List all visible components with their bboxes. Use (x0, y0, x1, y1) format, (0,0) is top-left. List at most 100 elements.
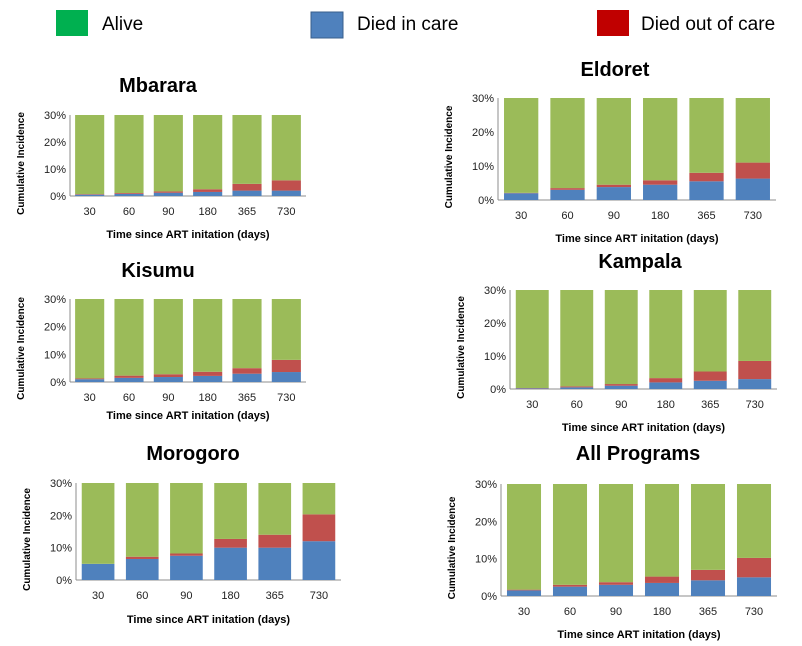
bar-died-in-care-30 (75, 194, 105, 196)
y-axis-label: Cumulative Incidence (16, 112, 27, 215)
y-tick-label: 10% (44, 349, 66, 361)
bar-died-out-of-care-90 (598, 582, 634, 585)
bar-died-in-care-60 (550, 189, 585, 200)
chart-all-programs: All Programs 0% 10% 20% 30% 30 60 90 180 365 730 Ti… (447, 443, 777, 641)
bar-died-out-of-care-180 (649, 378, 683, 383)
bar-alive-30 (506, 484, 542, 590)
x-tick-label: 180 (651, 210, 669, 222)
bar-died-in-care-365 (693, 380, 727, 389)
x-tick-label: 730 (277, 206, 295, 218)
bar-died-out-of-care-60 (114, 193, 144, 194)
bar-died-in-care-180 (643, 184, 678, 200)
chart-title: Kampala (598, 251, 682, 273)
bar-alive-30 (515, 290, 549, 389)
x-tick-label: 30 (84, 206, 96, 218)
bar-died-in-care-90 (598, 584, 634, 596)
bar-died-in-care-180 (193, 191, 223, 196)
bar-died-in-care-730 (738, 379, 772, 389)
bar-alive-60 (114, 115, 144, 194)
y-tick-label: 30% (50, 478, 72, 490)
y-tick-label: 30% (44, 294, 66, 306)
bar-alive-90 (596, 98, 631, 185)
bar-died-out-of-care-365 (690, 569, 726, 581)
legend-swatch-alive (56, 10, 88, 36)
y-tick-label: 0% (50, 191, 66, 203)
bar-died-out-of-care-365 (693, 371, 727, 381)
y-tick-label: 20% (475, 516, 497, 528)
x-tick-label: 90 (162, 392, 174, 404)
bar-died-in-care-30 (506, 590, 542, 596)
y-axis-label: Cumulative Incidence (444, 105, 455, 208)
bar-died-out-of-care-730 (302, 514, 336, 542)
bar-died-out-of-care-90 (596, 184, 631, 188)
bar-died-out-of-care-180 (644, 576, 680, 583)
bar-died-in-care-730 (736, 577, 772, 596)
y-tick-label: 30% (472, 93, 494, 105)
legend-swatch-died-in-care (310, 11, 344, 39)
chart-mbarara: Mbarara 0% 10% 20% 30% 30 60 90 180 365 730 Time si… (16, 75, 306, 241)
x-tick-label: 30 (526, 399, 538, 411)
chart-kampala: Kampala 0% 10% 20% 30% 30 60 90 180 365 730 Time si… (456, 251, 777, 434)
x-tick-label: 730 (745, 606, 763, 618)
bar-alive-730 (736, 484, 772, 558)
bar-died-in-care-30 (75, 379, 105, 382)
x-tick-label: 30 (92, 590, 104, 602)
y-axis-label: Cumulative Incidence (22, 488, 33, 591)
bar-died-in-care-30 (81, 563, 115, 580)
y-tick-label: 30% (44, 110, 66, 122)
bar-died-in-care-180 (649, 382, 683, 389)
x-tick-label: 60 (123, 206, 135, 218)
bar-died-in-care-180 (644, 582, 680, 596)
bar-alive-60 (125, 483, 159, 557)
y-tick-label: 10% (475, 554, 497, 566)
y-tick-label: 20% (472, 127, 494, 139)
x-tick-label: 30 (84, 392, 96, 404)
x-tick-label: 730 (277, 392, 295, 404)
chart-title: Eldoret (581, 59, 650, 81)
y-tick-label: 10% (484, 351, 506, 363)
chart-title: All Programs (576, 443, 700, 465)
bar-alive-180 (193, 299, 223, 372)
x-tick-label: 90 (610, 606, 622, 618)
bar-died-in-care-30 (515, 388, 549, 389)
bar-died-in-care-365 (689, 181, 724, 200)
y-tick-label: 20% (50, 510, 72, 522)
x-tick-label: 180 (653, 606, 671, 618)
bar-died-out-of-care-730 (736, 557, 772, 578)
chart-title: Kisumu (121, 260, 194, 282)
bar-alive-365 (693, 290, 727, 372)
bar-died-in-care-90 (604, 385, 638, 389)
x-tick-label: 60 (571, 399, 583, 411)
x-tick-label: 90 (180, 590, 192, 602)
x-tick-label: 30 (515, 210, 527, 222)
bar-died-in-care-60 (560, 387, 594, 389)
y-tick-label: 0% (490, 384, 506, 396)
x-tick-label: 180 (198, 206, 216, 218)
y-tick-label: 10% (472, 161, 494, 173)
bar-died-in-care-60 (114, 193, 144, 196)
bar-alive-730 (302, 483, 336, 515)
bar-died-out-of-care-60 (552, 584, 588, 587)
bar-alive-730 (735, 98, 770, 163)
bar-alive-365 (258, 483, 292, 535)
bar-died-in-care-365 (258, 547, 292, 580)
bar-alive-730 (271, 115, 301, 181)
x-axis-label: Time since ART initation (days) (555, 233, 719, 245)
bar-alive-730 (738, 290, 772, 361)
bar-died-in-care-730 (302, 541, 336, 580)
bar-died-out-of-care-30 (75, 378, 105, 380)
bar-died-out-of-care-90 (170, 553, 203, 556)
x-tick-label: 90 (162, 206, 174, 218)
bar-died-in-care-730 (271, 190, 301, 196)
bar-died-in-care-365 (690, 580, 726, 596)
x-tick-label: 365 (238, 392, 256, 404)
bar-died-in-care-60 (552, 586, 588, 596)
x-axis-label: Time since ART initation (days) (127, 614, 291, 626)
bar-alive-60 (550, 98, 585, 189)
x-tick-label: 730 (744, 210, 762, 222)
bar-alive-60 (560, 290, 594, 387)
bar-alive-180 (644, 484, 680, 577)
x-tick-label: 365 (699, 606, 717, 618)
bar-alive-60 (552, 484, 588, 585)
x-tick-label: 180 (221, 590, 239, 602)
